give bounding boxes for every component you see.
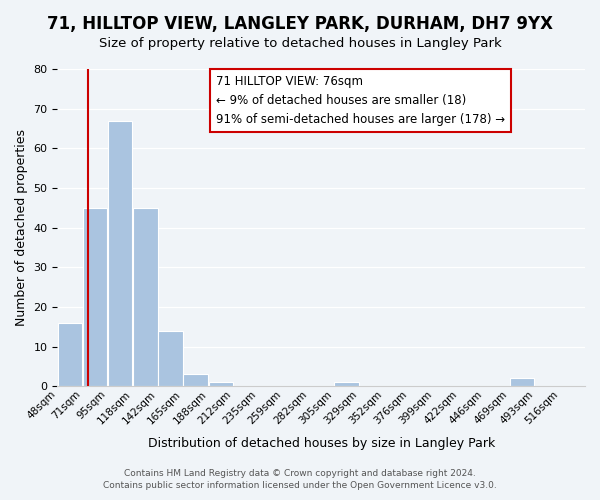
Bar (83, 208, 107, 386)
Text: Contains HM Land Registry data © Crown copyright and database right 2024.
Contai: Contains HM Land Registry data © Crown c… (103, 469, 497, 490)
Y-axis label: Number of detached properties: Number of detached properties (15, 129, 28, 326)
Bar (184, 374, 208, 386)
Bar (158, 330, 182, 386)
Text: Size of property relative to detached houses in Langley Park: Size of property relative to detached ho… (98, 38, 502, 51)
X-axis label: Distribution of detached houses by size in Langley Park: Distribution of detached houses by size … (148, 437, 495, 450)
Bar (133, 208, 158, 386)
Bar (334, 382, 359, 386)
Text: 71, HILLTOP VIEW, LANGLEY PARK, DURHAM, DH7 9YX: 71, HILLTOP VIEW, LANGLEY PARK, DURHAM, … (47, 15, 553, 33)
Bar (108, 120, 133, 386)
Bar (209, 382, 233, 386)
Bar (510, 378, 535, 386)
Bar (58, 323, 82, 386)
Text: 71 HILLTOP VIEW: 76sqm
← 9% of detached houses are smaller (18)
91% of semi-deta: 71 HILLTOP VIEW: 76sqm ← 9% of detached … (215, 76, 505, 126)
